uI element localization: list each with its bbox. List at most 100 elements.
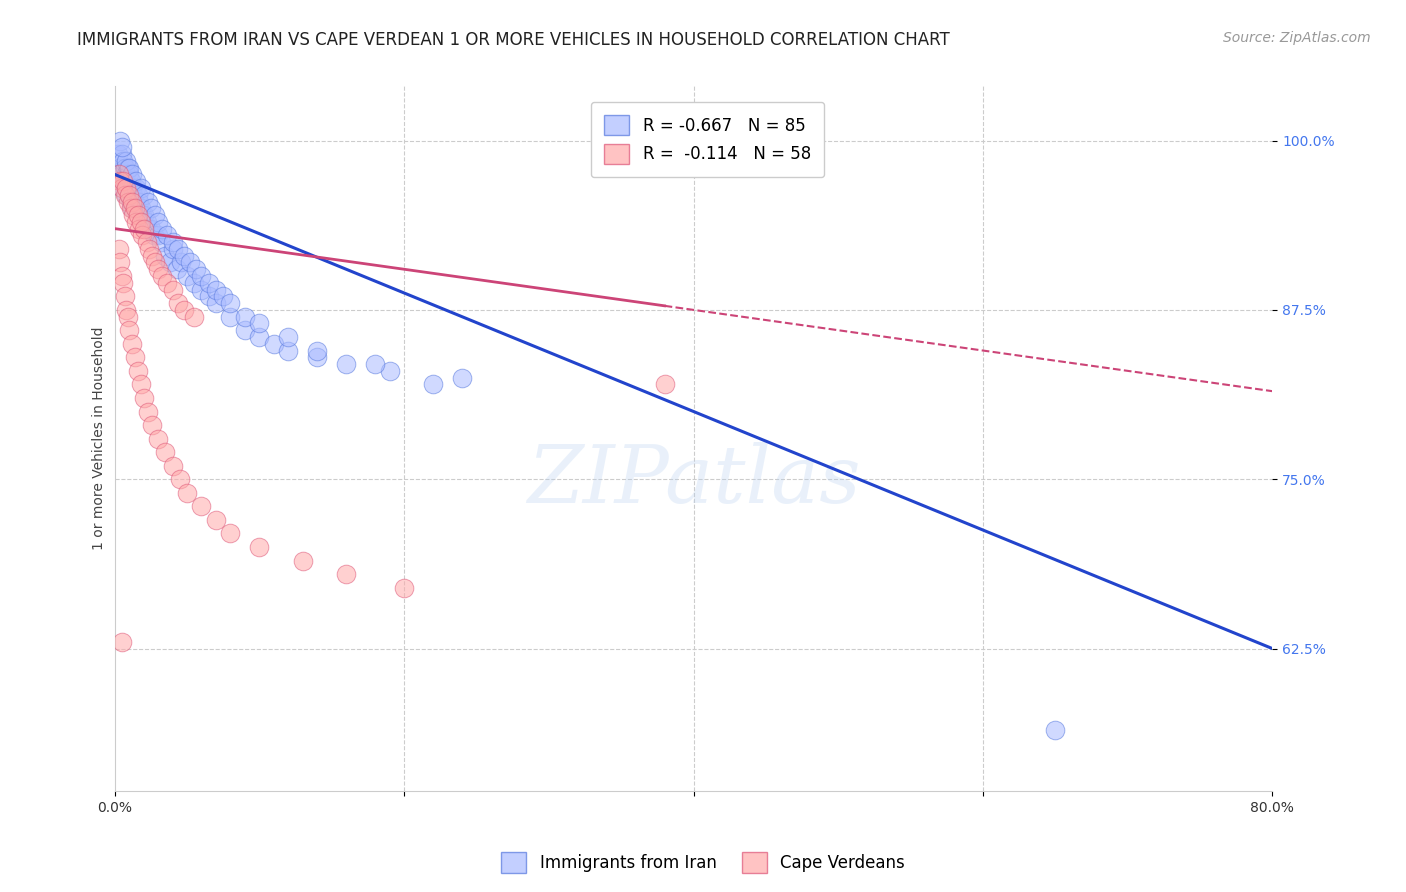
- Point: [135, 215, 157, 229]
- Point: [138, 242, 160, 256]
- Point: [364, 357, 387, 371]
- Point: [247, 540, 270, 554]
- Point: [155, 445, 177, 459]
- Point: [131, 228, 153, 243]
- Point: [136, 194, 159, 209]
- Point: [108, 242, 131, 256]
- Point: [184, 262, 207, 277]
- Point: [128, 194, 150, 209]
- Point: [212, 289, 235, 303]
- Point: [197, 289, 219, 303]
- Point: [129, 377, 152, 392]
- Point: [277, 343, 299, 358]
- Point: [114, 161, 136, 175]
- Point: [110, 174, 132, 188]
- Point: [121, 194, 143, 209]
- Point: [169, 472, 191, 486]
- Point: [115, 153, 138, 168]
- Point: [112, 174, 135, 188]
- Point: [127, 208, 149, 222]
- Text: Source: ZipAtlas.com: Source: ZipAtlas.com: [1223, 31, 1371, 45]
- Point: [125, 202, 148, 216]
- Point: [378, 364, 401, 378]
- Point: [129, 181, 152, 195]
- Point: [129, 202, 152, 216]
- Point: [115, 302, 138, 317]
- Point: [112, 174, 135, 188]
- Point: [111, 181, 134, 195]
- Point: [307, 351, 329, 365]
- Point: [392, 581, 415, 595]
- Point: [205, 283, 228, 297]
- Point: [132, 208, 155, 222]
- Point: [233, 310, 256, 324]
- Point: [111, 140, 134, 154]
- Y-axis label: 1 or more Vehicles in Household: 1 or more Vehicles in Household: [93, 326, 107, 550]
- Point: [117, 310, 139, 324]
- Point: [247, 317, 270, 331]
- Point: [166, 262, 188, 277]
- Point: [152, 268, 174, 283]
- Point: [219, 310, 242, 324]
- Point: [124, 351, 146, 365]
- Point: [277, 330, 299, 344]
- Point: [121, 336, 143, 351]
- Point: [132, 391, 155, 405]
- Legend: Immigrants from Iran, Cape Verdeans: Immigrants from Iran, Cape Verdeans: [495, 846, 911, 880]
- Point: [117, 161, 139, 175]
- Point: [114, 289, 136, 303]
- Point: [139, 221, 162, 235]
- Point: [205, 513, 228, 527]
- Point: [122, 208, 145, 222]
- Point: [125, 215, 148, 229]
- Point: [307, 343, 329, 358]
- Point: [170, 255, 193, 269]
- Point: [120, 194, 142, 209]
- Point: [162, 283, 184, 297]
- Point: [451, 370, 474, 384]
- Point: [120, 174, 142, 188]
- Point: [291, 553, 314, 567]
- Point: [118, 187, 141, 202]
- Point: [121, 181, 143, 195]
- Point: [143, 255, 166, 269]
- Point: [146, 228, 169, 243]
- Point: [146, 215, 169, 229]
- Point: [205, 296, 228, 310]
- Point: [125, 174, 148, 188]
- Point: [167, 296, 190, 310]
- Point: [155, 249, 177, 263]
- Point: [121, 168, 143, 182]
- Point: [117, 181, 139, 195]
- Point: [111, 635, 134, 649]
- Point: [115, 181, 138, 195]
- Point: [159, 255, 181, 269]
- Point: [108, 168, 131, 182]
- Point: [1045, 723, 1067, 737]
- Point: [120, 202, 142, 216]
- Point: [114, 187, 136, 202]
- Point: [124, 202, 146, 216]
- Point: [131, 208, 153, 222]
- Point: [128, 221, 150, 235]
- Point: [111, 181, 134, 195]
- Point: [108, 161, 131, 175]
- Point: [233, 323, 256, 337]
- Point: [162, 242, 184, 256]
- Point: [118, 161, 141, 175]
- Point: [183, 310, 205, 324]
- Point: [111, 268, 134, 283]
- Point: [121, 202, 143, 216]
- Point: [111, 147, 134, 161]
- Point: [335, 567, 357, 582]
- Point: [167, 242, 190, 256]
- Point: [247, 330, 270, 344]
- Point: [152, 221, 174, 235]
- Point: [110, 255, 132, 269]
- Point: [115, 168, 138, 182]
- Point: [141, 418, 163, 433]
- Point: [132, 187, 155, 202]
- Point: [129, 215, 152, 229]
- Point: [162, 458, 184, 473]
- Point: [146, 432, 169, 446]
